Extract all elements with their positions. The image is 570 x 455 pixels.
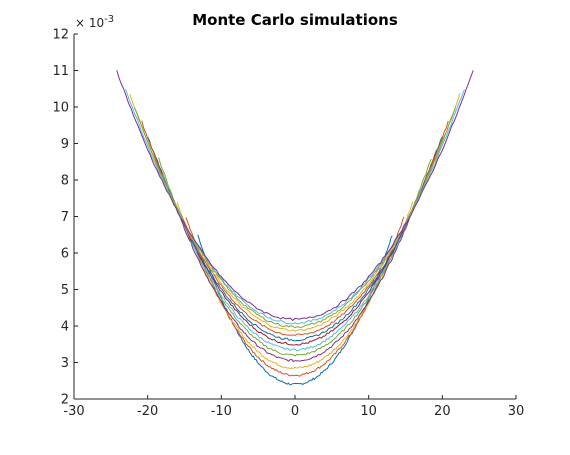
- y-tick-label: 2: [61, 393, 69, 408]
- series-line: [147, 136, 443, 342]
- series-line: [153, 150, 437, 346]
- y-tick-label: 8: [61, 174, 69, 189]
- y-tick-label: 9: [61, 137, 69, 152]
- x-tick-label: 20: [434, 404, 451, 419]
- x-tick-label: 10: [360, 404, 377, 419]
- y-tick-label: 12: [52, 28, 69, 43]
- x-tick-label: 0: [291, 404, 299, 419]
- x-tick-label: -30: [63, 404, 84, 419]
- y-tick-label: 7: [61, 210, 69, 225]
- series-line: [170, 194, 420, 363]
- x-tick-label: -20: [137, 404, 158, 419]
- y-axis-exponent: × 10-3: [75, 14, 114, 30]
- y-tick-label: 4: [61, 320, 69, 335]
- series-line: [116, 70, 474, 322]
- y-tick-label: 6: [61, 247, 69, 262]
- y-tick-label: 11: [52, 64, 69, 79]
- y-exponent-base: × 10: [75, 16, 104, 30]
- y-tick-label: 5: [61, 283, 69, 298]
- axes-layer: [73, 34, 516, 400]
- x-tick-label: 30: [508, 404, 525, 419]
- x-tick-label: -10: [211, 404, 232, 419]
- chart-title: Monte Carlo simulations: [192, 11, 398, 29]
- series-line: [161, 171, 429, 352]
- series-lines-layer: [116, 70, 474, 386]
- y-tick-label: 10: [52, 101, 69, 116]
- ticks-layer: -30 -20 -10 0 10 20 30 2 3 4 5 6 7 8 9 10 11 12: [52, 28, 524, 420]
- y-tick-label: 3: [61, 356, 69, 371]
- y-exponent-power: -3: [104, 14, 114, 25]
